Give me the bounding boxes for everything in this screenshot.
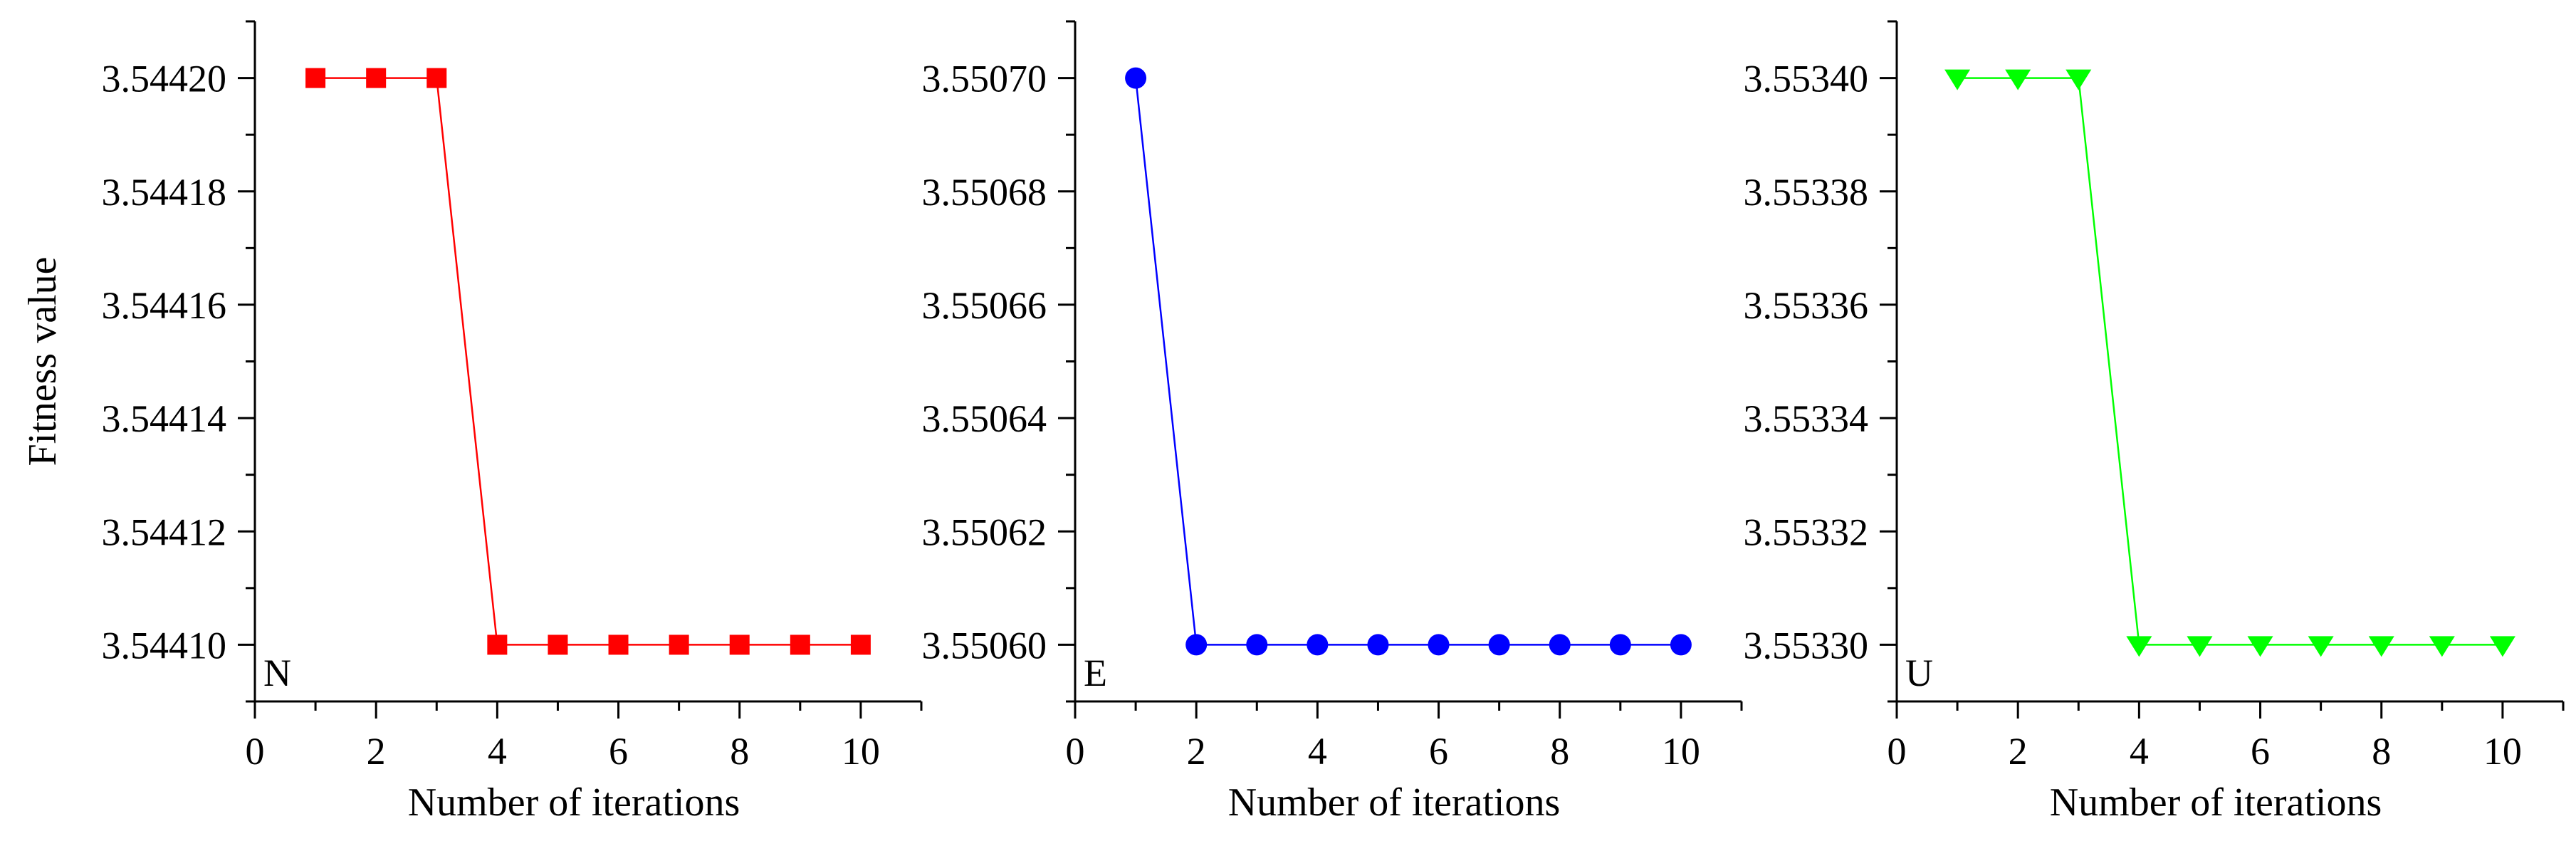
- x-tick-label: 4: [488, 730, 507, 773]
- x-tick-label: 8: [730, 730, 749, 773]
- x-axis-title: Number of iterations: [408, 780, 740, 825]
- data-point-square: [669, 634, 689, 655]
- data-point-circle: [1549, 634, 1571, 656]
- data-point-circle: [1367, 634, 1389, 656]
- x-tick-label: 8: [2372, 730, 2391, 773]
- x-tick-label: 2: [1187, 730, 1206, 773]
- x-tick-label: 10: [842, 730, 880, 773]
- data-point-square: [548, 634, 568, 655]
- data-point-triangle: [2429, 636, 2455, 657]
- chart-panel-1: 0 2 4 6 8 10 3.55060 3.55062 3.55064 3.55066 3.550…: [922, 20, 1743, 825]
- y-tick-label: 3.55060: [922, 624, 1047, 667]
- x-tick-label: 0: [1888, 730, 1907, 773]
- data-point-square: [305, 68, 326, 88]
- x-tick-label: 6: [1429, 730, 1448, 773]
- data-point-circle: [1428, 634, 1450, 656]
- x-tick-label: 6: [2251, 730, 2270, 773]
- y-tick-label: 3.55332: [1744, 511, 1869, 553]
- data-point-triangle: [2126, 636, 2152, 657]
- panel-label: N: [263, 652, 291, 694]
- data-point-triangle: [2065, 69, 2092, 90]
- chart-panel-2: 0 2 4 6 8 10 3.55330 3.55332 3.55334 3.55336 3.553…: [1744, 20, 2565, 825]
- data-point-circle: [1670, 634, 1692, 656]
- chart-panel-0: 0 2 4 6 8 10 3.54410 3.54412 3.54414 3.54416 3.544…: [21, 20, 923, 825]
- y-tick-label: 3.55064: [922, 397, 1047, 440]
- x-tick-label: 0: [246, 730, 265, 773]
- y-tick-label: 3.54418: [102, 171, 227, 214]
- y-tick-label: 3.55336: [1744, 284, 1869, 327]
- data-point-circle: [1185, 634, 1208, 656]
- data-point-triangle: [1944, 69, 1971, 90]
- data-point-triangle: [2005, 69, 2031, 90]
- data-point-square: [426, 68, 447, 88]
- data-point-circle: [1125, 67, 1147, 89]
- series-line-0: [1957, 77, 2503, 646]
- data-point-circle: [1307, 634, 1329, 656]
- x-axis-title: Number of iterations: [2050, 780, 2382, 825]
- x-tick-label: 10: [1662, 730, 1700, 773]
- x-tick-label: 4: [1308, 730, 1327, 773]
- data-point-square: [850, 634, 871, 655]
- data-point-square: [729, 634, 750, 655]
- x-axis-title: Number of iterations: [1228, 780, 1561, 825]
- y-tick-label: 3.55334: [1744, 397, 1869, 440]
- data-point-circle: [1609, 634, 1631, 656]
- y-tick-label: 3.55068: [922, 171, 1047, 214]
- panel-label: U: [1905, 652, 1933, 694]
- y-tick-label: 3.54410: [102, 624, 227, 667]
- y-tick-label: 3.55070: [922, 58, 1047, 100]
- x-tick-label: 10: [2483, 730, 2522, 773]
- x-tick-label: 0: [1066, 730, 1085, 773]
- data-point-triangle: [2247, 636, 2273, 657]
- data-point-circle: [1488, 634, 1510, 656]
- y-axis-title: Fitness value: [21, 257, 65, 466]
- series-line-0: [1134, 78, 1681, 646]
- y-tick-label: 3.55066: [922, 284, 1047, 327]
- data-point-circle: [1246, 634, 1268, 656]
- y-tick-label: 3.55062: [922, 511, 1047, 553]
- x-tick-label: 2: [367, 730, 386, 773]
- data-point-triangle: [2489, 636, 2515, 657]
- y-tick-label: 3.54416: [102, 284, 227, 327]
- x-tick-label: 4: [2130, 730, 2149, 773]
- data-point-square: [366, 68, 387, 88]
- y-tick-label: 3.54420: [102, 58, 227, 100]
- x-tick-label: 8: [1550, 730, 1569, 773]
- y-tick-label: 3.55338: [1744, 171, 1869, 214]
- data-point-triangle: [2187, 636, 2213, 657]
- data-point-triangle: [2368, 636, 2394, 657]
- x-tick-label: 6: [609, 730, 628, 773]
- y-tick-label: 3.55330: [1744, 624, 1869, 667]
- data-point-square: [487, 634, 508, 655]
- x-tick-label: 2: [2009, 730, 2028, 773]
- y-tick-label: 3.55340: [1744, 58, 1869, 100]
- panel-label: E: [1084, 652, 1107, 694]
- data-point-square: [608, 634, 629, 655]
- y-tick-label: 3.54412: [102, 511, 227, 553]
- series-line-0: [315, 77, 861, 646]
- y-tick-label: 3.54414: [102, 397, 227, 440]
- data-point-triangle: [2308, 636, 2334, 657]
- data-point-square: [790, 634, 810, 655]
